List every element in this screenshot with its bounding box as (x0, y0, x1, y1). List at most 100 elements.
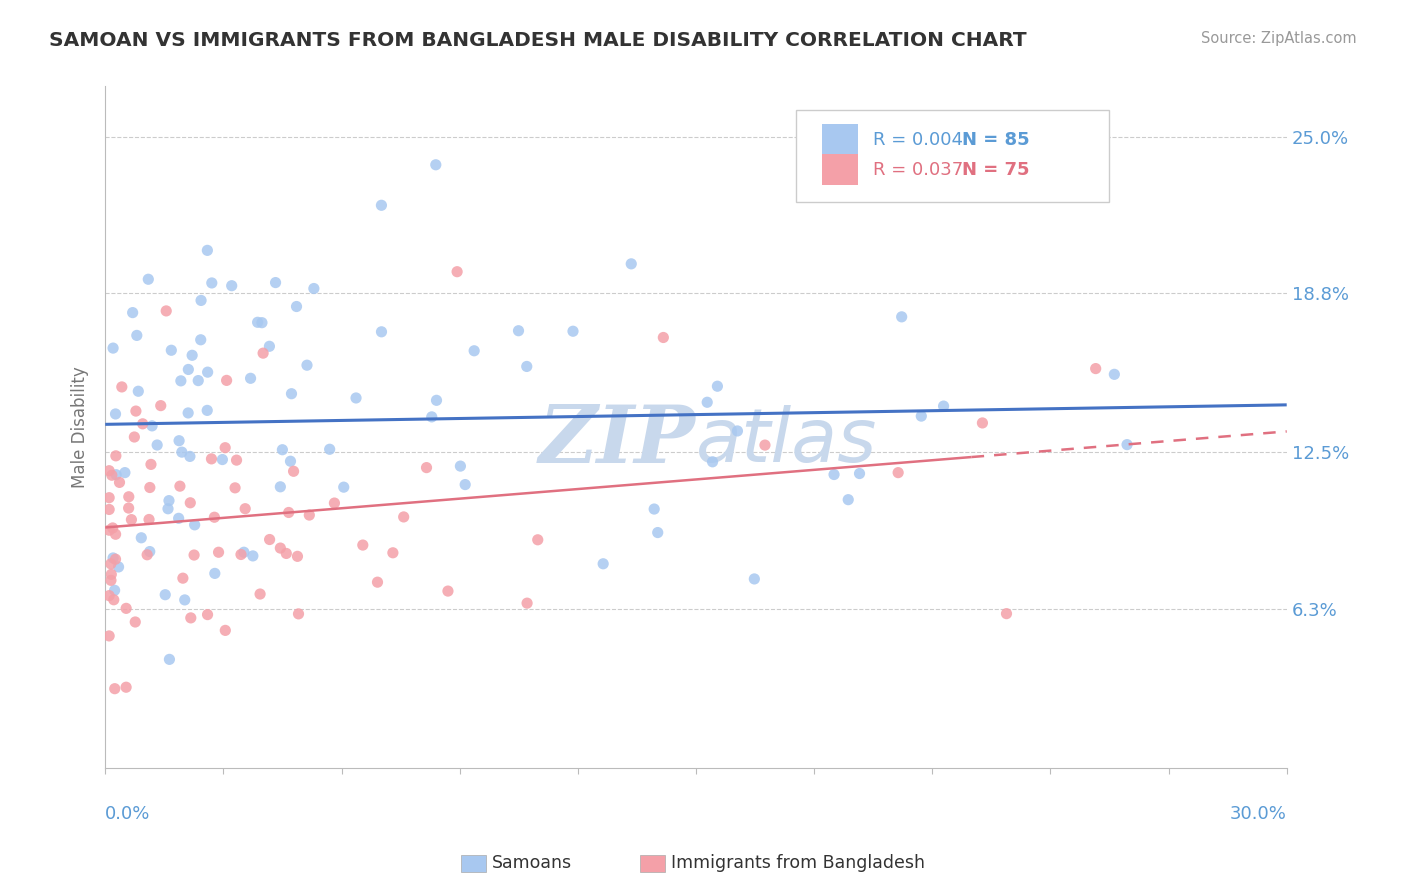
Point (837, 492, 859, 507)
Point (125, 404, 148, 418)
Point (516, 359, 538, 374)
Point (157, 493, 180, 508)
Point (449, 459, 471, 474)
Point (183, 517, 205, 532)
Point (98, 629, 121, 643)
Point (104, 583, 127, 598)
Text: N = 85: N = 85 (962, 130, 1029, 148)
Point (370, 325, 392, 339)
Point (179, 450, 201, 464)
Point (298, 508, 321, 522)
Text: Samoans: Samoans (492, 855, 572, 872)
Point (100, 557, 122, 571)
Text: ZIP: ZIP (538, 402, 696, 479)
Point (98, 523, 121, 537)
Point (127, 384, 149, 399)
Point (702, 455, 724, 469)
Point (120, 513, 142, 527)
Point (136, 272, 159, 286)
Point (269, 480, 291, 494)
Point (105, 467, 128, 482)
Point (101, 551, 124, 566)
Point (887, 466, 910, 480)
Point (252, 346, 274, 360)
Point (156, 501, 179, 516)
Point (323, 496, 346, 510)
Point (204, 566, 226, 581)
Point (98, 589, 121, 603)
Text: N = 75: N = 75 (962, 161, 1029, 179)
Text: Source: ZipAtlas.com: Source: ZipAtlas.com (1201, 31, 1357, 46)
Point (381, 546, 404, 560)
Point (232, 545, 254, 559)
Point (146, 438, 169, 452)
Point (446, 265, 468, 279)
Point (160, 343, 183, 358)
Point (118, 490, 141, 504)
FancyBboxPatch shape (823, 124, 858, 154)
Point (172, 571, 194, 585)
Point (169, 479, 191, 493)
Point (725, 424, 748, 438)
Point (287, 607, 309, 621)
Point (103, 592, 125, 607)
Point (104, 527, 127, 541)
Y-axis label: Male Disability: Male Disability (72, 366, 89, 488)
Point (215, 373, 238, 387)
Point (287, 549, 309, 564)
Point (187, 374, 209, 388)
Point (157, 652, 180, 666)
Point (100, 574, 122, 588)
Point (155, 588, 177, 602)
Point (932, 399, 955, 413)
Point (129, 531, 152, 545)
Point (195, 244, 218, 258)
Point (111, 380, 134, 394)
Point (139, 544, 162, 558)
Point (454, 477, 477, 491)
Point (125, 328, 148, 343)
Point (177, 406, 200, 420)
Point (117, 501, 139, 516)
Point (214, 441, 236, 455)
Point (344, 391, 367, 405)
Point (318, 442, 340, 457)
Point (562, 324, 585, 338)
Point (249, 587, 271, 601)
Text: atlas: atlas (696, 405, 877, 476)
Point (259, 339, 281, 353)
Point (823, 467, 845, 482)
Point (1104, 368, 1126, 382)
Point (141, 418, 163, 433)
Point (1116, 437, 1139, 451)
Point (392, 510, 415, 524)
Point (177, 362, 200, 376)
Point (415, 460, 437, 475)
Point (352, 538, 374, 552)
FancyBboxPatch shape (796, 111, 1109, 202)
Point (124, 615, 146, 629)
Point (183, 548, 205, 562)
Point (526, 533, 548, 547)
Point (181, 348, 204, 362)
Point (197, 365, 219, 379)
Point (250, 316, 273, 330)
Point (197, 607, 219, 622)
Point (229, 548, 252, 562)
Point (280, 454, 302, 468)
Point (200, 451, 222, 466)
Point (115, 680, 138, 694)
Point (124, 430, 146, 444)
Point (98, 491, 121, 505)
Point (101, 341, 124, 355)
Point (706, 379, 728, 393)
Point (283, 464, 305, 478)
Point (995, 607, 1018, 621)
Point (195, 403, 218, 417)
Point (100, 567, 122, 582)
Point (101, 468, 124, 483)
Point (269, 541, 291, 555)
Point (370, 198, 392, 212)
Text: SAMOAN VS IMMIGRANTS FROM BANGLADESH MALE DISABILITY CORRELATION CHART: SAMOAN VS IMMIGRANTS FROM BANGLADESH MAL… (49, 31, 1026, 50)
Point (744, 572, 766, 586)
